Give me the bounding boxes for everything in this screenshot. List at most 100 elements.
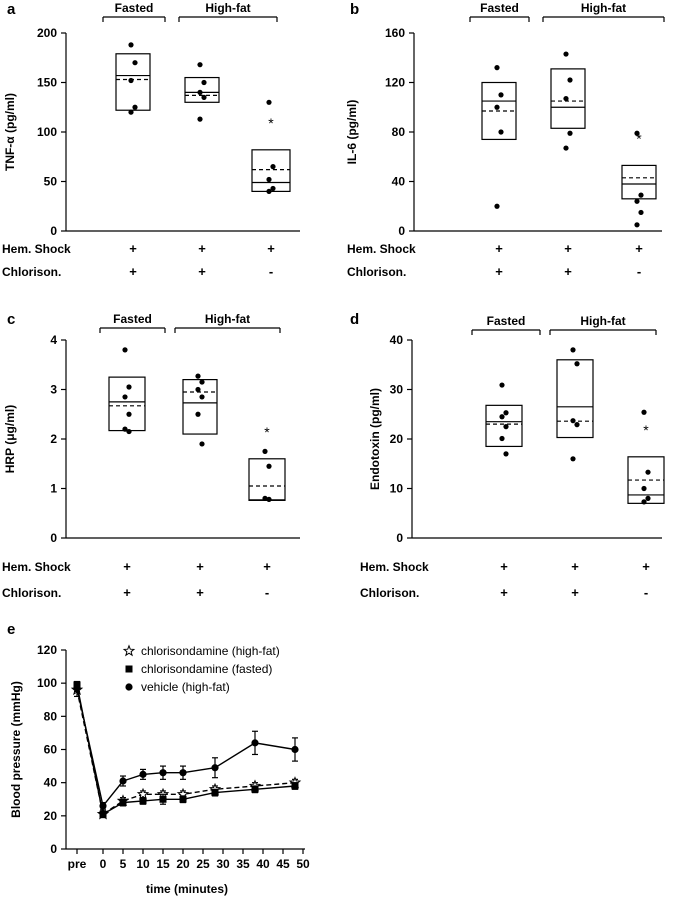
y-axis-label: HRP (μg/ml) [3,405,17,473]
condition-sign: + [198,264,206,279]
data-point [266,188,272,194]
panel-label-c: c [7,311,15,328]
x-tick-label: 45 [276,857,290,871]
data-point-square [179,795,187,803]
data-point [503,424,509,430]
y-tick-label: 2 [50,432,57,446]
data-point [126,428,132,435]
box [621,164,657,200]
data-point [574,361,580,367]
data-point [197,62,203,68]
data-point-square [119,799,127,807]
legend-label: chlorisondamine (fasted) [141,662,272,676]
condition-sign: + [500,585,508,600]
data-point-square [251,785,259,793]
data-point [498,92,504,98]
condition-label: Chlorison. [347,265,406,279]
data-point [128,109,134,115]
data-point [266,99,272,105]
panel-label-a: a [7,1,16,18]
legend-marker-circle [125,683,133,691]
data-point [634,222,640,228]
data-point-square [139,797,147,805]
data-point [567,77,573,83]
condition-sign: + [635,241,643,256]
condition-sign: + [642,559,650,574]
condition-label: Hem. Shock [347,242,416,256]
y-tick-label: 40 [392,175,406,189]
significance-star: * [264,424,270,440]
data-point [498,129,504,135]
data-point [499,414,505,420]
y-tick-label: 4 [50,333,57,347]
y-tick-label: 50 [44,175,58,189]
data-point [122,426,128,432]
x-tick-label: pre [68,857,87,871]
y-tick-label: 0 [396,531,403,545]
group-label: Fasted [113,312,152,326]
y-tick-label: 80 [44,709,58,723]
y-tick-label: 200 [37,26,57,40]
box [550,68,586,129]
x-tick-label: 40 [256,857,270,871]
data-point [195,411,201,417]
y-tick-label: 10 [390,482,404,496]
x-axis-label: time (minutes) [146,882,228,896]
data-point [563,95,569,102]
y-tick-label: 20 [44,809,58,823]
data-point [122,347,128,353]
data-point [199,394,205,400]
condition-label: Chlorison. [2,265,61,279]
y-tick-label: 0 [398,224,405,238]
data-point [645,469,651,475]
data-point-circle [211,764,219,772]
legend-label: chlorisondamine (high-fat) [141,644,280,658]
condition-sign: + [564,264,572,279]
data-point [645,495,651,501]
y-tick-label: 120 [37,643,57,657]
box [182,379,218,435]
condition-sign: + [196,559,204,574]
panel-label-e: e [7,621,15,638]
y-tick-label: 100 [37,676,57,690]
significance-star: * [643,422,649,438]
data-point [641,499,647,505]
condition-label: Hem. Shock [2,560,71,574]
group-label: Fasted [115,1,154,15]
data-point [563,51,569,57]
x-tick-label: 10 [136,857,150,871]
y-tick-label: 0 [50,842,57,856]
data-point [270,185,276,192]
data-point [574,422,580,428]
data-point [570,418,576,424]
data-point [266,463,272,469]
panel-label-b: b [350,1,359,18]
data-point-square [99,810,107,818]
y-tick-label: 160 [385,26,405,40]
y-tick-label: 40 [390,333,404,347]
y-tick-label: 120 [385,76,405,90]
condition-label: Chlorison. [2,586,61,600]
condition-sign: + [129,241,137,256]
group-label: High-fat [205,1,250,15]
data-point [570,347,576,353]
legend-label: vehicle (high-fat) [141,680,230,694]
data-point [563,145,569,151]
data-point [126,384,132,390]
data-point-circle [291,745,299,754]
y-tick-label: 0 [50,224,57,238]
data-point [567,130,573,136]
condition-sign: + [564,241,572,256]
x-tick-label: 15 [156,857,170,871]
box [556,359,594,439]
data-point-circle [119,777,127,785]
data-point [195,373,201,379]
data-point-star [136,787,150,800]
x-tick-label: 0 [100,857,107,871]
data-point [197,89,203,95]
significance-star: * [636,130,642,146]
box [184,76,220,103]
data-point [503,451,509,457]
data-point-circle [251,739,259,747]
